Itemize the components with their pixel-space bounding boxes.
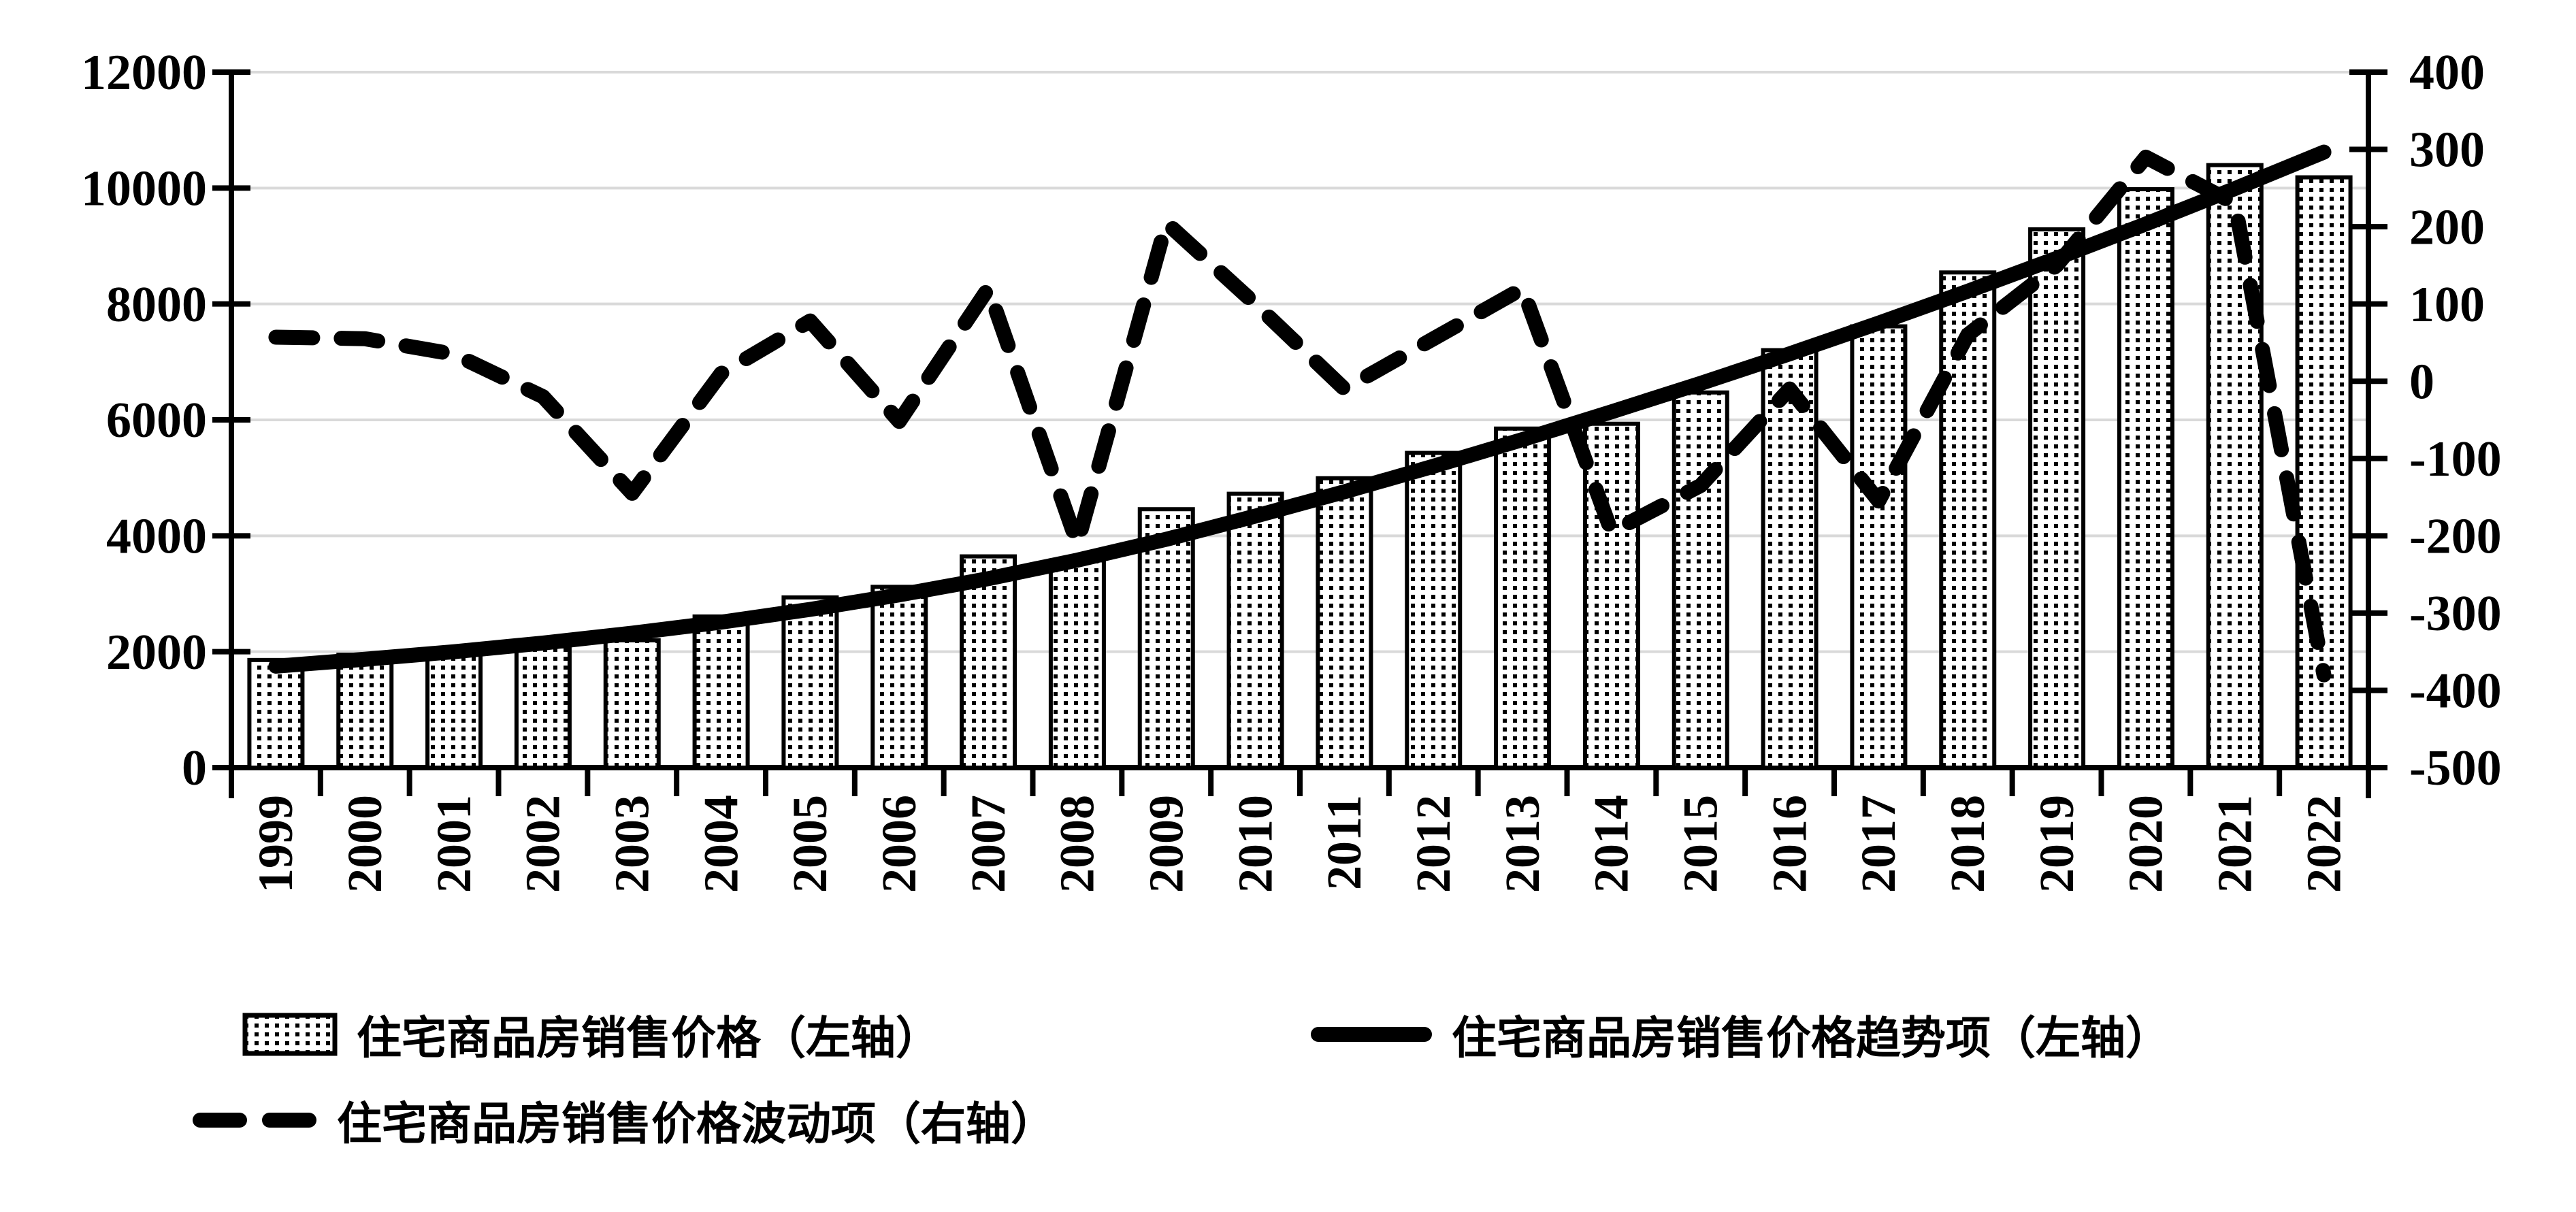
y-left-label-4000: 4000 bbox=[106, 508, 207, 564]
x-label-2010: 2010 bbox=[1228, 795, 1282, 893]
legend-item-price: 住宅商品房销售价格（左轴） bbox=[242, 1002, 941, 1067]
y-right-label-200: 200 bbox=[2409, 199, 2485, 255]
x-label-2019: 2019 bbox=[2029, 795, 2084, 893]
x-label-2016: 2016 bbox=[1762, 795, 1816, 893]
legend-label-price: 住宅商品房销售价格（左轴） bbox=[357, 1014, 941, 1064]
bar-2021 bbox=[2206, 163, 2264, 770]
bar-series-swatch-icon bbox=[242, 1013, 338, 1056]
bar-2005 bbox=[781, 595, 839, 770]
y-left-label-8000: 8000 bbox=[106, 277, 207, 333]
x-label-2017: 2017 bbox=[1851, 795, 1906, 893]
bar-2007 bbox=[960, 554, 1017, 770]
bar-2017 bbox=[1850, 324, 1908, 770]
bar-2000 bbox=[336, 653, 394, 770]
legend-label-trend: 住宅商品房销售价格趋势项（左轴） bbox=[1452, 1014, 2170, 1064]
fluctuation-line bbox=[268, 149, 2332, 683]
bar-2013 bbox=[1494, 426, 1552, 770]
y-right-label--500: -500 bbox=[2409, 740, 2502, 796]
bar-2011 bbox=[1316, 476, 1373, 770]
trend-line-swatch-icon bbox=[1311, 1027, 1432, 1042]
x-label-2012: 2012 bbox=[1406, 795, 1461, 893]
x-label-2004: 2004 bbox=[694, 795, 748, 893]
x-label-1999: 1999 bbox=[248, 795, 303, 893]
x-label-2009: 2009 bbox=[1139, 795, 1194, 893]
x-label-2001: 2001 bbox=[427, 795, 481, 893]
x-label-2008: 2008 bbox=[1050, 795, 1105, 893]
legend-label-fluctuation: 住宅商品房销售价格波动项（右轴） bbox=[337, 1100, 1056, 1149]
x-label-2013: 2013 bbox=[1495, 795, 1550, 893]
bar-2006 bbox=[870, 585, 928, 770]
x-label-2015: 2015 bbox=[1674, 795, 1728, 893]
bar-2003 bbox=[603, 638, 661, 770]
x-label-2002: 2002 bbox=[516, 795, 570, 893]
y-left-label-2000: 2000 bbox=[106, 625, 207, 681]
bar-1999 bbox=[247, 657, 305, 770]
fluctuation-line-swatch-icon bbox=[193, 1113, 318, 1128]
y-left-label-12000: 12000 bbox=[81, 45, 207, 101]
bar-2008 bbox=[1048, 558, 1106, 770]
x-label-2000: 2000 bbox=[338, 795, 392, 893]
bar-2001 bbox=[425, 649, 483, 770]
x-label-2020: 2020 bbox=[2119, 795, 2173, 893]
bar-2004 bbox=[692, 614, 750, 770]
x-label-2003: 2003 bbox=[605, 795, 659, 893]
y-right-label-0: 0 bbox=[2409, 354, 2434, 410]
x-label-2021: 2021 bbox=[2208, 795, 2262, 893]
legend-item-fluctuation: 住宅商品房销售价格波动项（右轴） bbox=[192, 1087, 1056, 1153]
x-label-2022: 2022 bbox=[2296, 795, 2351, 893]
y-right-label-400: 400 bbox=[2409, 45, 2485, 101]
y-right-label-300: 300 bbox=[2409, 122, 2485, 178]
x-label-2006: 2006 bbox=[872, 795, 926, 893]
bar-2016 bbox=[1761, 348, 1819, 770]
bar-2015 bbox=[1672, 390, 1729, 770]
x-label-2005: 2005 bbox=[783, 795, 837, 893]
y-left-label-6000: 6000 bbox=[106, 393, 207, 448]
trend-line bbox=[268, 144, 2332, 674]
x-label-2011: 2011 bbox=[1317, 795, 1371, 890]
y-left-label-0: 0 bbox=[182, 740, 207, 796]
bar-2014 bbox=[1582, 421, 1640, 770]
y-left-label-10000: 10000 bbox=[81, 161, 207, 216]
y-right-label--100: -100 bbox=[2409, 431, 2502, 487]
x-label-2014: 2014 bbox=[1584, 795, 1639, 893]
bar-2012 bbox=[1405, 451, 1463, 770]
bar-2020 bbox=[2117, 187, 2174, 770]
x-label-2018: 2018 bbox=[1940, 795, 1995, 893]
y-right-label--400: -400 bbox=[2409, 664, 2502, 719]
legend-item-trend: 住宅商品房销售价格趋势项（左轴） bbox=[1310, 1002, 2170, 1067]
y-right-label--300: -300 bbox=[2409, 586, 2502, 642]
y-right-label--200: -200 bbox=[2409, 508, 2502, 564]
bar-2002 bbox=[514, 644, 572, 770]
bar-2018 bbox=[1939, 270, 1997, 770]
x-label-2007: 2007 bbox=[961, 795, 1015, 893]
bar-2019 bbox=[2028, 227, 2086, 770]
y-right-label-100: 100 bbox=[2409, 277, 2485, 333]
bar-2010 bbox=[1226, 491, 1284, 770]
bar-2009 bbox=[1137, 507, 1195, 770]
